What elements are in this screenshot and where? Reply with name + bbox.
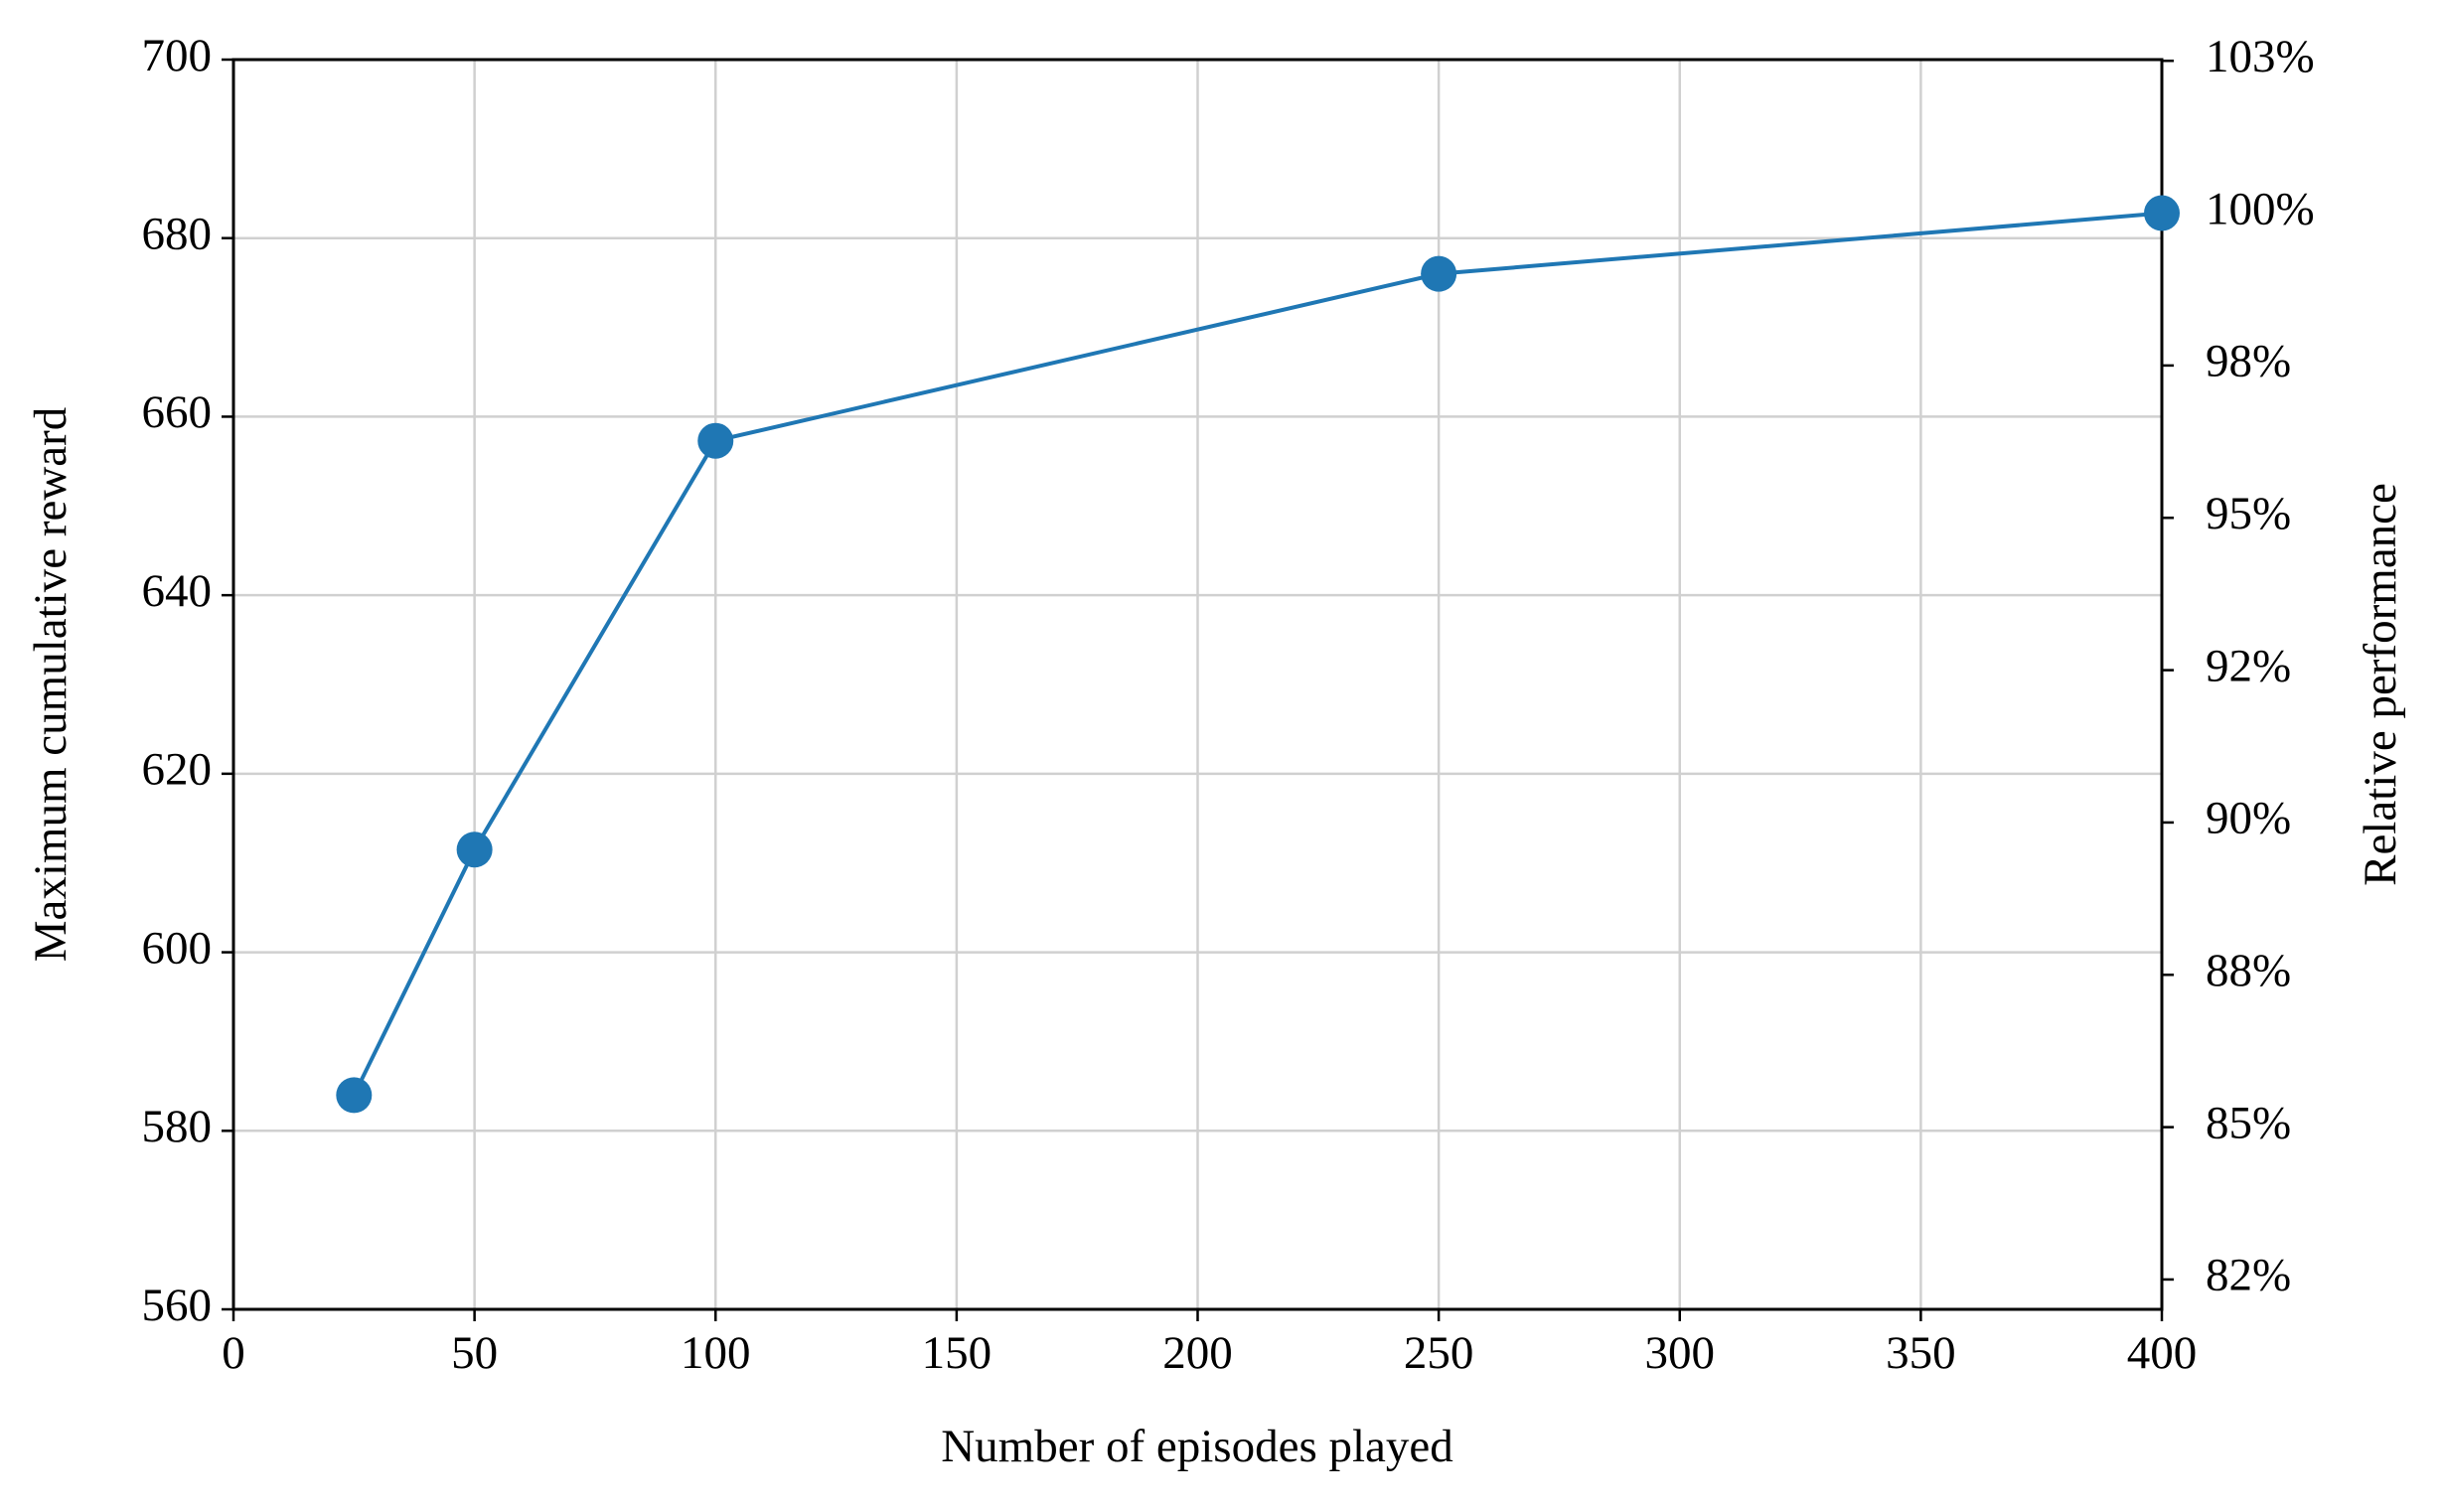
y2-tick-label: 98% xyxy=(2206,336,2291,387)
y2-tick-label: 95% xyxy=(2206,488,2291,539)
x-tick-label: 300 xyxy=(1645,1327,1716,1379)
x-tick-label: 0 xyxy=(222,1327,245,1379)
y2-tick-label: 92% xyxy=(2206,640,2291,691)
x-tick-label: 100 xyxy=(681,1327,751,1379)
x-tick-label: 400 xyxy=(2127,1327,2198,1379)
plot-frame xyxy=(231,58,2164,1311)
x-axis-label: Number of episodes played xyxy=(941,1421,1453,1472)
x-tick-label: 150 xyxy=(922,1327,993,1379)
y2-tick-label: 90% xyxy=(2206,793,2291,844)
point xyxy=(336,1077,373,1114)
x-tick-label: 250 xyxy=(1404,1327,1474,1379)
y-tick-label: 680 xyxy=(142,208,213,259)
y-axis-label: Maximum cumulative reward xyxy=(25,407,76,963)
x-tick-label: 350 xyxy=(1886,1327,1956,1379)
y2-tick-label: 85% xyxy=(2206,1097,2291,1148)
point xyxy=(697,422,734,459)
x-tick-label: 50 xyxy=(451,1327,498,1379)
y-tick-label: 660 xyxy=(142,386,213,438)
y2-tick-label: 82% xyxy=(2206,1250,2291,1301)
point xyxy=(2144,195,2180,231)
y-tick-label: 640 xyxy=(142,565,213,617)
point xyxy=(456,832,493,868)
y2-axis-label: Relative performance xyxy=(2355,483,2406,886)
y2-tick-label: 100% xyxy=(2206,183,2315,234)
y-tick-label: 580 xyxy=(142,1101,213,1152)
y2-tick-label: 103% xyxy=(2206,31,2315,82)
y-tick-label: 600 xyxy=(142,922,213,974)
x-tick-label: 200 xyxy=(1162,1327,1233,1379)
point xyxy=(1421,255,1457,292)
y-tick-label: 560 xyxy=(142,1280,213,1331)
y-tick-label: 620 xyxy=(142,744,213,796)
y2-tick-label: 88% xyxy=(2206,945,2291,996)
y-tick-label: 700 xyxy=(142,30,213,81)
